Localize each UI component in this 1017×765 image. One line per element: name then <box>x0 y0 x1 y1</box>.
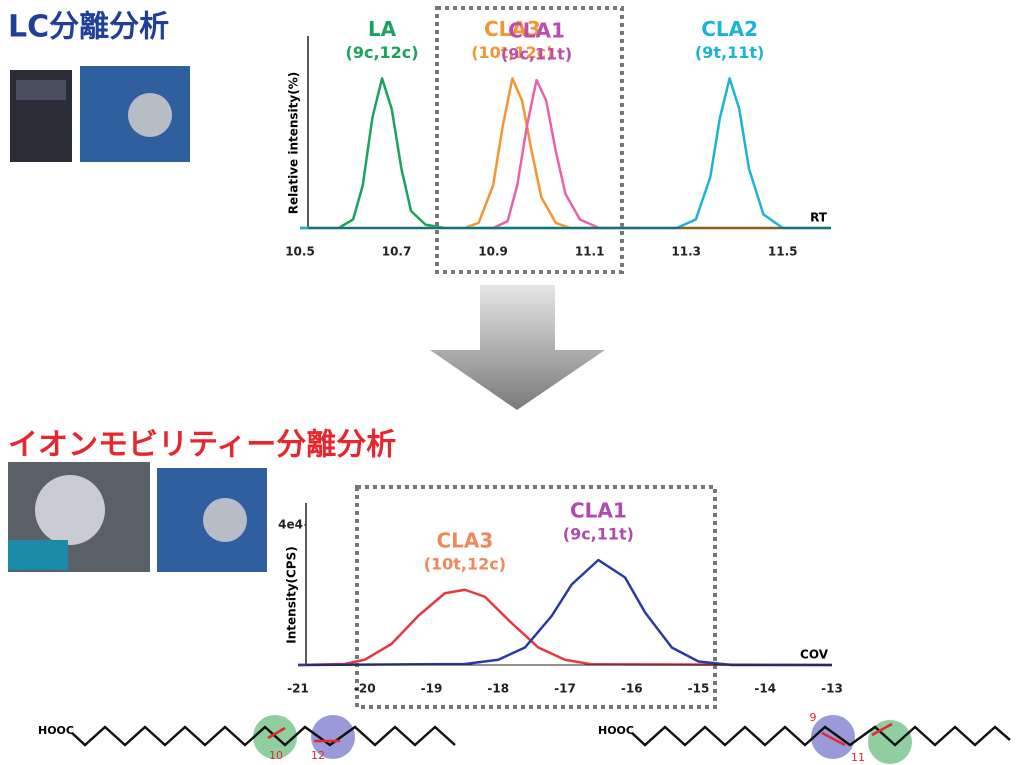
x-tick-label: 11.1 <box>575 245 605 259</box>
position-label: 12 <box>311 749 325 762</box>
position-label: 9 <box>810 711 817 724</box>
slide: LC分離分析 イオンモビリティー分離分析 HOOC 10 12 HOOC 9 1… <box>0 0 1017 765</box>
x-tick-label: 10.9 <box>478 245 508 259</box>
molecule <box>632 715 1010 764</box>
down-arrow <box>430 285 605 410</box>
instrument-image <box>10 66 190 162</box>
peak-label: (9c,12c) <box>346 43 419 62</box>
heading: LC分離分析 <box>8 10 169 45</box>
peak-name: CLA1 <box>570 499 627 523</box>
x-tick-label: 10.7 <box>382 245 412 259</box>
y-tick-label: 4e4 <box>278 518 303 532</box>
x-axis-label: RT <box>810 211 828 225</box>
y-axis-label: Relative intensity(%) <box>287 72 301 214</box>
peak-name: CLA1 <box>508 19 565 43</box>
x-tick-label: -13 <box>821 682 843 696</box>
position-label: 11 <box>851 751 865 764</box>
peak-label: (9c,11t) <box>501 45 572 64</box>
x-tick-label: -16 <box>621 682 643 696</box>
x-tick-label: 11.5 <box>768 245 798 259</box>
series-line <box>298 590 832 665</box>
series-line <box>300 78 831 228</box>
x-axis-label: COV <box>800 648 829 662</box>
x-tick-label: -19 <box>421 682 443 696</box>
y-axis-label: Intensity(CPS) <box>285 546 299 643</box>
x-tick-label: -14 <box>754 682 776 696</box>
series-line <box>298 560 832 665</box>
molecule-head: HOOC <box>38 724 74 737</box>
peak-label: (10t,12c) <box>424 554 506 573</box>
peak-name: CLA2 <box>701 17 758 41</box>
position-label: 10 <box>269 749 283 762</box>
series-line <box>300 78 831 228</box>
x-tick-label: 10.5 <box>285 245 315 259</box>
series-line <box>300 78 831 228</box>
x-tick-label: -15 <box>688 682 710 696</box>
x-tick-label: -20 <box>354 682 376 696</box>
heading: イオンモビリティー分離分析 <box>8 428 396 463</box>
x-tick-label: -21 <box>287 682 309 696</box>
x-tick-label: 11.3 <box>671 245 701 259</box>
molecule-head: HOOC <box>598 724 634 737</box>
x-tick-label: -18 <box>487 682 509 696</box>
molecule <box>72 715 455 759</box>
peak-label: (9t,11t) <box>695 43 764 62</box>
peak-name: LA <box>368 17 397 41</box>
x-tick-label: -17 <box>554 682 576 696</box>
peak-label: (9c,11t) <box>563 525 634 544</box>
instrument-image <box>8 462 267 572</box>
highlight-box <box>357 487 715 707</box>
peak-name: CLA3 <box>436 528 493 552</box>
